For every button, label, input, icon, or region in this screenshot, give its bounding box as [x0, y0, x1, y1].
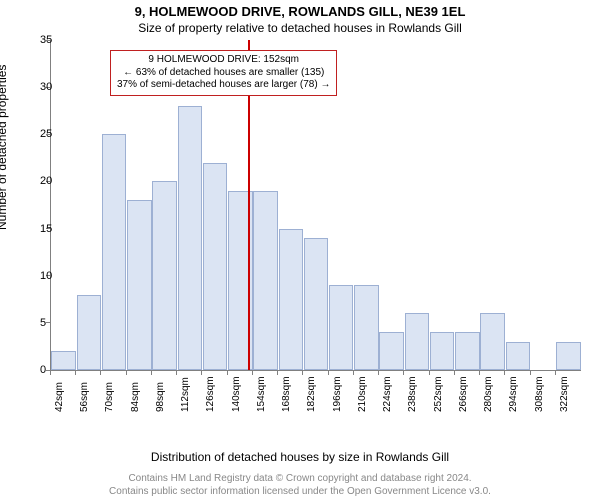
ytick-label: 15	[40, 223, 42, 235]
histogram-bar	[405, 313, 429, 370]
xtick-label: 266sqm	[458, 376, 469, 412]
histogram-bar	[279, 229, 303, 370]
xtick-mark	[429, 370, 430, 375]
xtick-label: 42sqm	[54, 382, 65, 412]
xtick-label: 224sqm	[382, 376, 393, 412]
histogram-bar	[253, 191, 277, 370]
histogram-bar	[556, 342, 580, 370]
xtick-label: 56sqm	[79, 382, 90, 412]
xtick-label: 112sqm	[180, 377, 191, 412]
histogram-bar	[379, 332, 403, 370]
histogram-bar	[506, 342, 530, 370]
xtick-label: 280sqm	[483, 376, 494, 412]
histogram-bar	[127, 200, 151, 370]
ytick-label: 30	[40, 81, 42, 93]
footer-line1: Contains HM Land Registry data © Crown c…	[0, 473, 600, 486]
xtick-label: 126sqm	[205, 376, 216, 412]
histogram-bar	[203, 163, 227, 370]
xtick-label: 98sqm	[155, 382, 166, 412]
ytick-label: 25	[40, 128, 42, 140]
x-axis-label: Distribution of detached houses by size …	[0, 450, 600, 464]
footer-attribution: Contains HM Land Registry data © Crown c…	[0, 473, 600, 498]
xtick-mark	[403, 370, 404, 375]
xtick-label: 308sqm	[534, 376, 545, 412]
histogram-bar	[480, 313, 504, 370]
ytick-label: 5	[40, 317, 42, 329]
xtick-label: 196sqm	[332, 376, 343, 412]
histogram-bar	[51, 351, 75, 370]
xtick-mark	[252, 370, 253, 375]
xtick-label: 70sqm	[104, 382, 115, 412]
histogram-bar	[102, 134, 126, 370]
y-axis-label: Number of detached properties	[0, 65, 9, 230]
xtick-mark	[378, 370, 379, 375]
ytick-label: 10	[40, 270, 42, 282]
chart-title: 9, HOLMEWOOD DRIVE, ROWLANDS GILL, NE39 …	[0, 4, 600, 19]
footer-line2: Contains public sector information licen…	[0, 486, 600, 499]
xtick-label: 322sqm	[559, 376, 570, 412]
xtick-mark	[151, 370, 152, 375]
xtick-mark	[201, 370, 202, 375]
xtick-mark	[555, 370, 556, 375]
xtick-mark	[126, 370, 127, 375]
annotation-line3: 37% of semi-detached houses are larger (…	[117, 79, 330, 92]
histogram-bar	[329, 285, 353, 370]
xtick-mark	[454, 370, 455, 375]
xtick-label: 210sqm	[357, 376, 368, 412]
histogram-bar	[152, 181, 176, 370]
xtick-label: 182sqm	[306, 376, 317, 412]
xtick-mark	[100, 370, 101, 375]
histogram-bar	[77, 295, 101, 370]
histogram-bar	[304, 238, 328, 370]
xtick-mark	[328, 370, 329, 375]
chart-root: 9, HOLMEWOOD DRIVE, ROWLANDS GILL, NE39 …	[0, 0, 600, 500]
histogram-bar	[178, 106, 202, 370]
chart-subtitle: Size of property relative to detached ho…	[0, 21, 600, 35]
annotation-box: 9 HOLMEWOOD DRIVE: 152sqm ← 63% of detac…	[110, 50, 337, 96]
xtick-mark	[75, 370, 76, 375]
xtick-label: 140sqm	[231, 376, 242, 412]
xtick-label: 84sqm	[130, 382, 141, 412]
xtick-mark	[277, 370, 278, 375]
xtick-mark	[504, 370, 505, 375]
histogram-bar	[354, 285, 378, 370]
xtick-mark	[353, 370, 354, 375]
ytick-label: 20	[40, 175, 42, 187]
ytick-label: 0	[40, 364, 42, 376]
xtick-mark	[479, 370, 480, 375]
xtick-label: 238sqm	[407, 376, 418, 412]
xtick-label: 168sqm	[281, 376, 292, 412]
xtick-mark	[530, 370, 531, 375]
ytick-mark	[46, 322, 51, 323]
xtick-mark	[302, 370, 303, 375]
xtick-mark	[50, 370, 51, 375]
annotation-line2: ← 63% of detached houses are smaller (13…	[117, 67, 330, 80]
plot-wrap: 9 HOLMEWOOD DRIVE: 152sqm ← 63% of detac…	[50, 40, 580, 410]
xtick-label: 252sqm	[433, 376, 444, 412]
ytick-label: 35	[40, 34, 42, 46]
xtick-label: 294sqm	[508, 376, 519, 412]
annotation-line1: 9 HOLMEWOOD DRIVE: 152sqm	[117, 54, 330, 67]
histogram-bar	[455, 332, 479, 370]
xtick-label: 154sqm	[256, 376, 267, 412]
xtick-mark	[176, 370, 177, 375]
histogram-bar	[430, 332, 454, 370]
xtick-mark	[227, 370, 228, 375]
